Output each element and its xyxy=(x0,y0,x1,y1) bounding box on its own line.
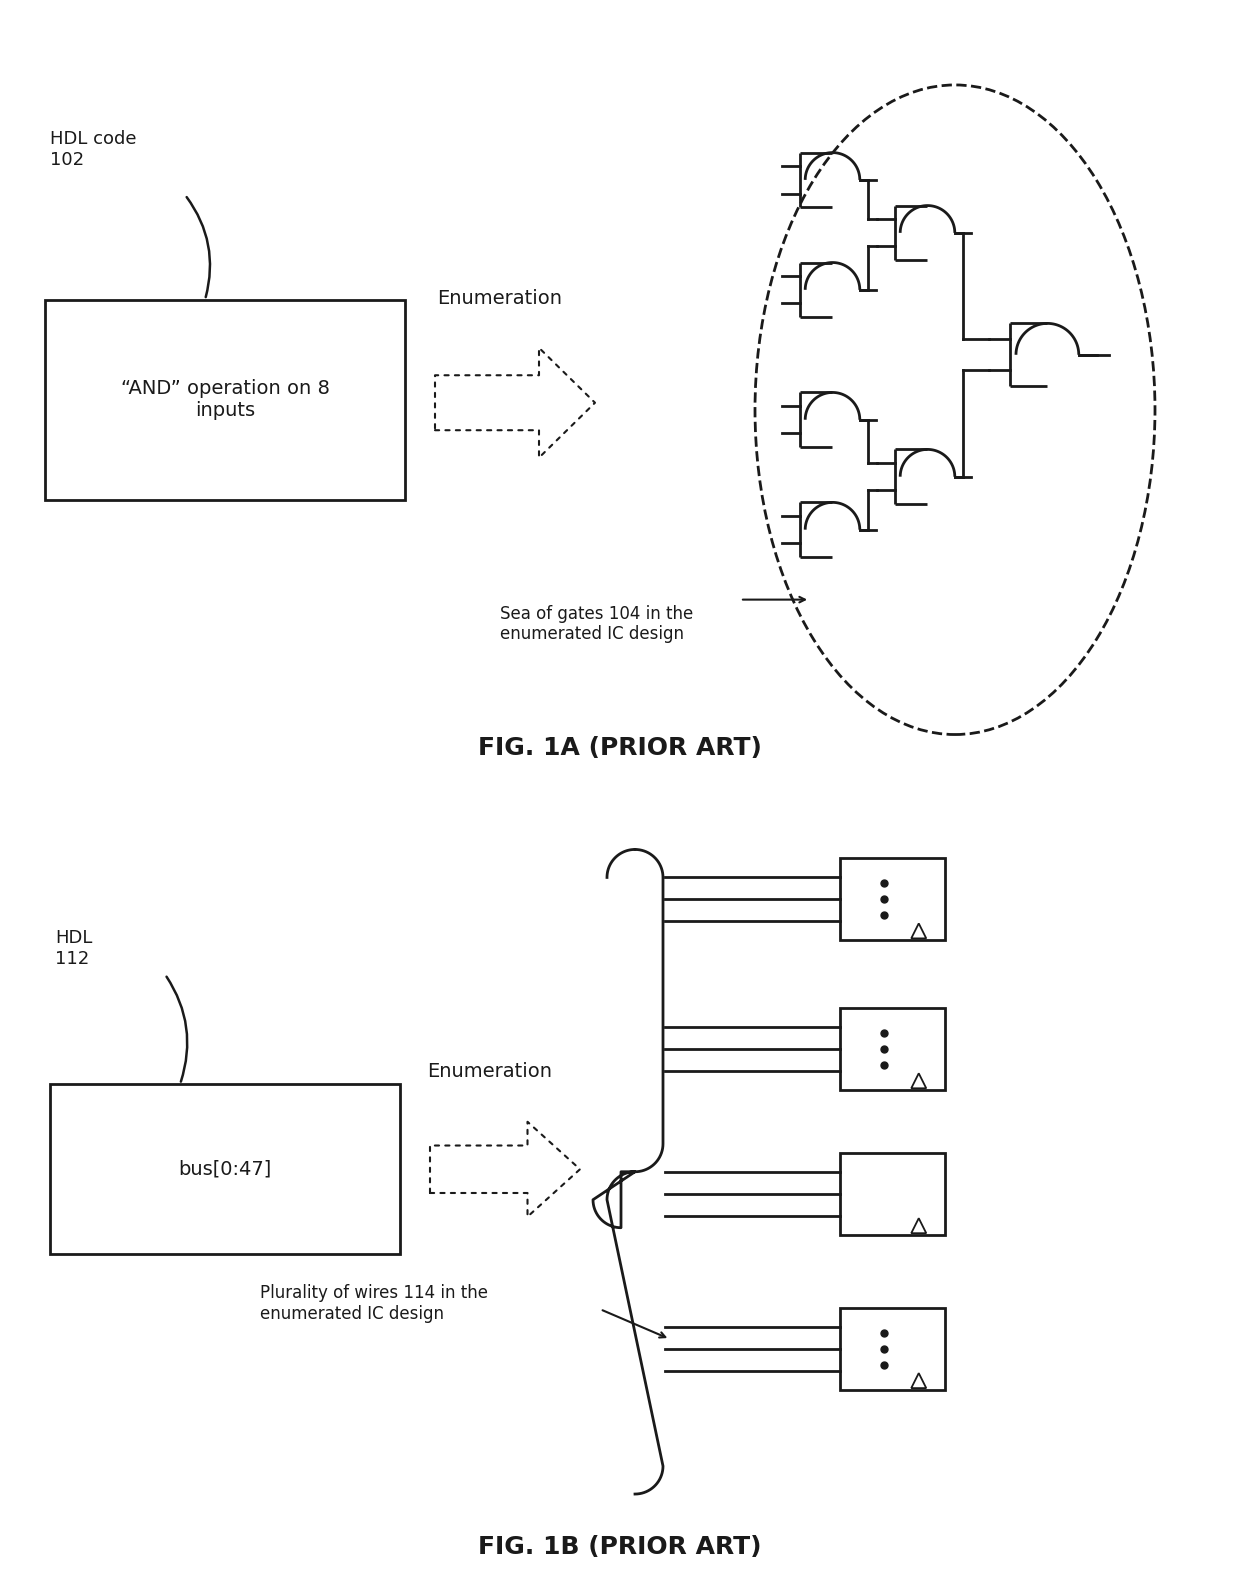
FancyBboxPatch shape xyxy=(45,300,405,499)
FancyBboxPatch shape xyxy=(839,858,945,940)
Ellipse shape xyxy=(755,85,1154,734)
FancyBboxPatch shape xyxy=(839,1309,945,1390)
Text: HDL code
102: HDL code 102 xyxy=(50,130,136,169)
Polygon shape xyxy=(911,1373,926,1389)
FancyBboxPatch shape xyxy=(50,1084,401,1254)
Text: Sea of gates 104 in the
enumerated IC design: Sea of gates 104 in the enumerated IC de… xyxy=(500,604,693,643)
Text: bus[0:47]: bus[0:47] xyxy=(179,1159,272,1178)
Polygon shape xyxy=(911,1218,926,1233)
Text: FIG. 1A (PRIOR ART): FIG. 1A (PRIOR ART) xyxy=(479,736,761,759)
Polygon shape xyxy=(430,1122,580,1216)
Text: FIG. 1B (PRIOR ART): FIG. 1B (PRIOR ART) xyxy=(479,1534,761,1560)
Text: Enumeration: Enumeration xyxy=(428,1062,553,1081)
FancyBboxPatch shape xyxy=(839,1009,945,1090)
Text: Enumeration: Enumeration xyxy=(438,289,563,308)
FancyBboxPatch shape xyxy=(839,1153,945,1235)
Polygon shape xyxy=(911,924,926,938)
Text: HDL
112: HDL 112 xyxy=(55,929,92,968)
Polygon shape xyxy=(435,348,595,458)
Text: “AND” operation on 8
inputs: “AND” operation on 8 inputs xyxy=(120,380,330,420)
Polygon shape xyxy=(911,1073,926,1089)
Text: Plurality of wires 114 in the
enumerated IC design: Plurality of wires 114 in the enumerated… xyxy=(260,1283,489,1323)
